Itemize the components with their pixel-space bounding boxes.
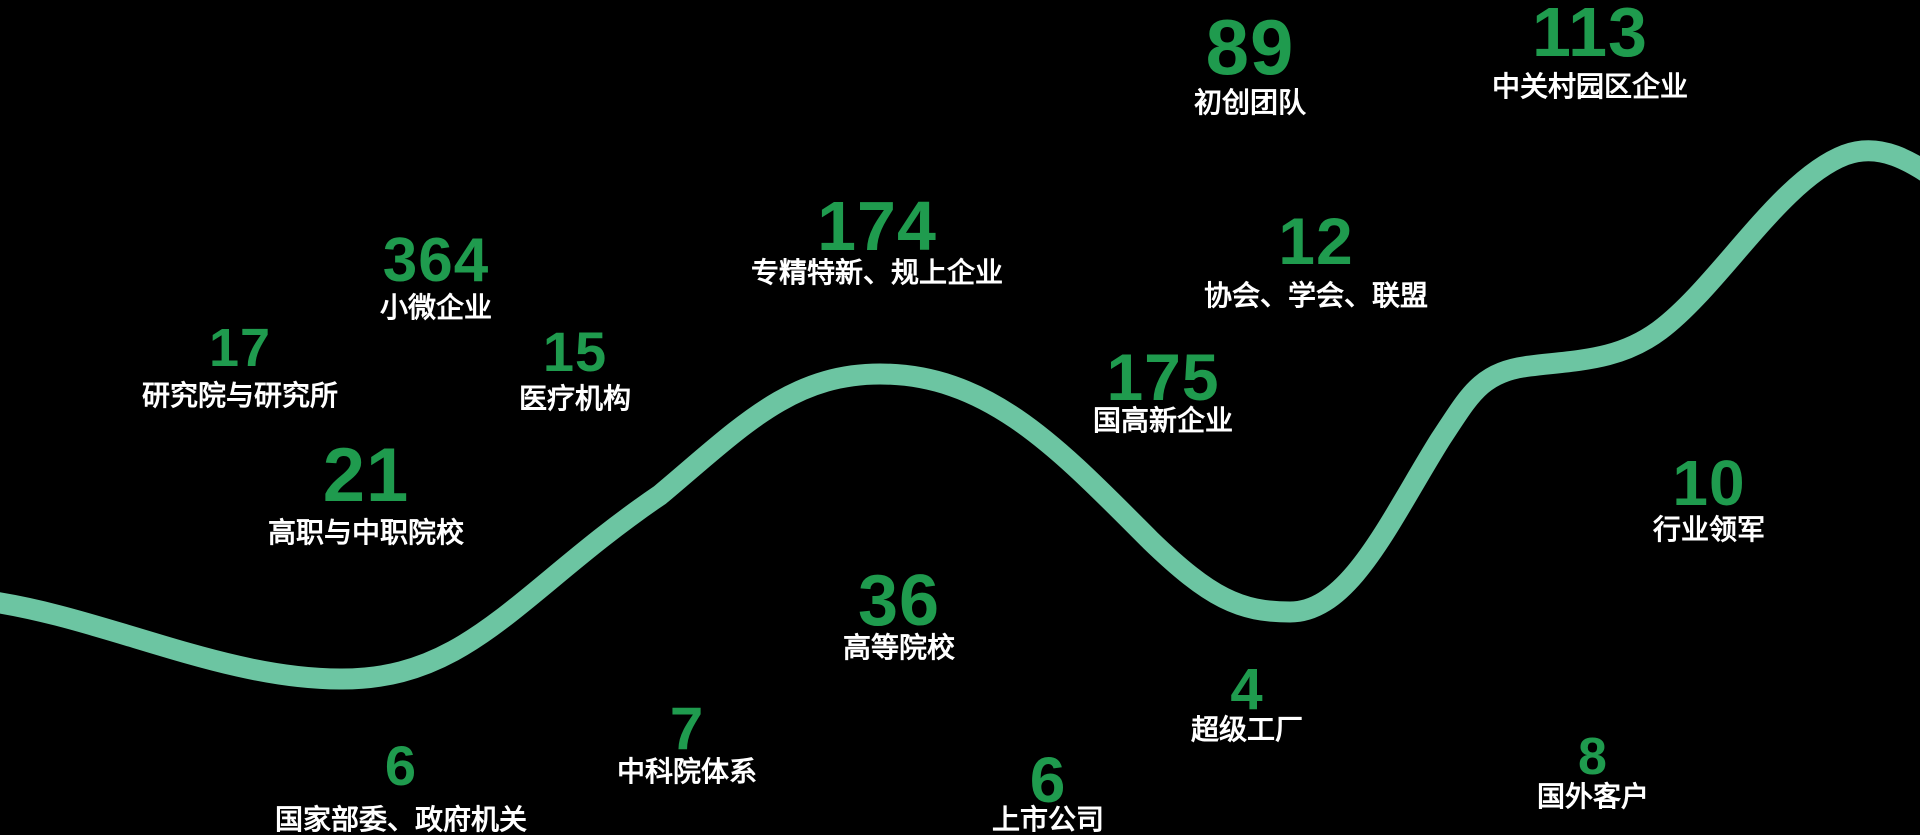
- stat-label: 超级工厂: [1190, 714, 1304, 745]
- stat-label: 医疗机构: [518, 383, 632, 414]
- flow-curve: [0, 140, 1920, 690]
- stat-value: 15: [542, 320, 608, 383]
- stat-value: 113: [1532, 0, 1648, 71]
- stat-label: 国家部委、政府机关: [274, 804, 528, 835]
- stat-label: 上市公司: [991, 804, 1105, 835]
- stat-value: 21: [322, 433, 410, 518]
- stat-label: 研究院与研究所: [141, 380, 339, 411]
- stat-value: 10: [1672, 447, 1746, 519]
- stat-value: 12: [1278, 204, 1354, 278]
- stat-value: 36: [857, 561, 941, 641]
- stat-label: 国高新企业: [1092, 405, 1234, 436]
- stat-value: 8: [1578, 728, 1608, 786]
- stat-label: 行业领军: [1652, 514, 1766, 545]
- stat-label: 高职与中职院校: [267, 517, 465, 548]
- stat-value: 175: [1106, 340, 1220, 414]
- stat-value: 174: [817, 187, 937, 265]
- stat-label: 小微企业: [379, 292, 493, 323]
- stat-label: 高等院校: [842, 632, 956, 663]
- stat-value: 17: [208, 318, 272, 378]
- stat-label: 初创团队: [1193, 87, 1307, 118]
- stat-label: 中科院体系: [616, 756, 758, 787]
- stat-label: 专精特新、规上企业: [750, 257, 1004, 288]
- stat-value: 6: [1029, 744, 1067, 816]
- stat-value: 6: [384, 734, 418, 797]
- stat-value: 364: [382, 226, 490, 295]
- stat-label: 中关村园区企业: [1491, 71, 1689, 102]
- stat-label: 协会、学会、联盟: [1203, 280, 1429, 311]
- stat-value: 4: [1230, 657, 1264, 722]
- stat-value: 89: [1205, 3, 1295, 91]
- stat-label: 国外客户: [1536, 781, 1650, 812]
- stat-value: 7: [669, 695, 705, 762]
